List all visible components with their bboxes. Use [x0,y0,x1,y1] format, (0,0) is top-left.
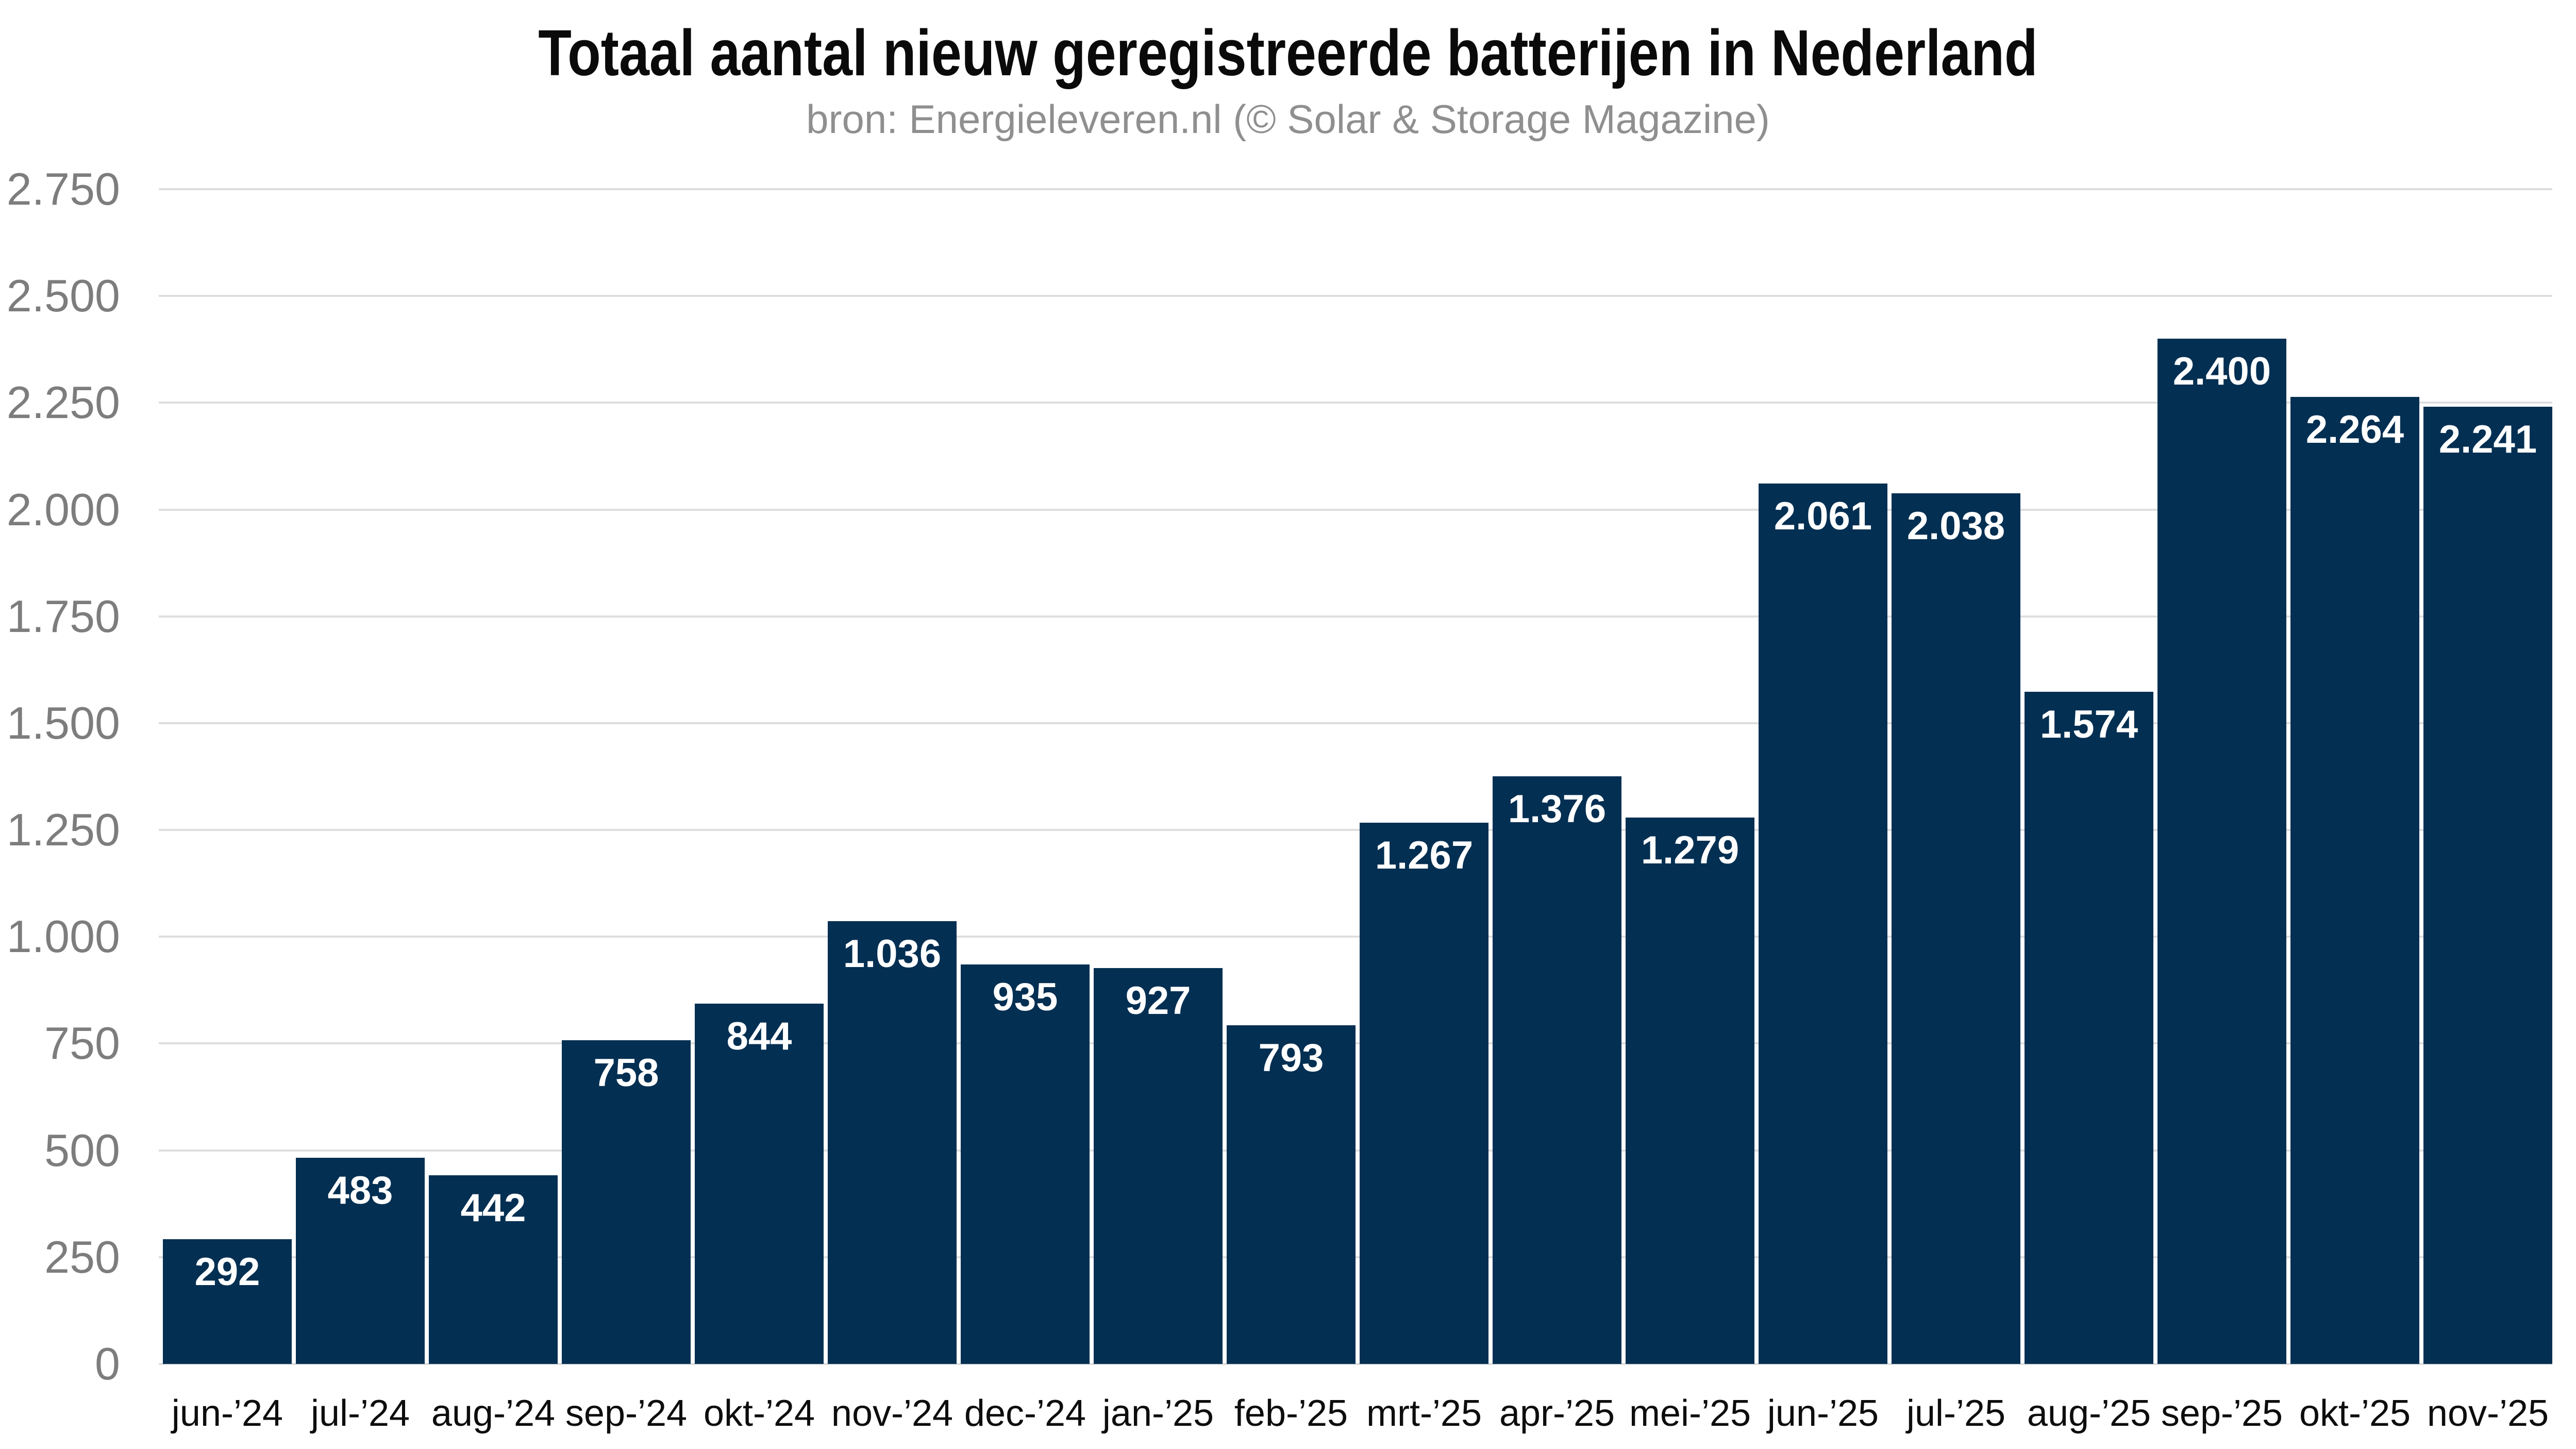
x-axis-label: okt-’25 [2299,1393,2411,1434]
bar-mei-25: 1.279 [1626,818,1754,1364]
y-axis-tick-label: 1.250 [6,804,120,856]
bar-mrt-25: 1.267 [1360,823,1488,1364]
bar-feb-25: 793 [1227,1025,1356,1364]
x-axis-label: feb-’25 [1234,1393,1348,1434]
bar-apr-25: 1.376 [1493,776,1621,1364]
chart-title: Totaal aantal nieuw geregistreerde batte… [538,16,2038,89]
bar-value-label: 2.264 [2305,407,2404,452]
gridline [159,615,2552,618]
bar-nov-25: 2.241 [2423,406,2552,1364]
gridline [159,295,2552,297]
x-axis-label: sep-’24 [565,1393,688,1434]
gridline [159,722,2552,724]
x-axis-label: jun-’25 [1767,1393,1879,1434]
y-axis-tick-label: 1.500 [6,697,120,748]
x-axis-label: jul-’25 [1906,1393,2006,1434]
bar-jun-25: 2.061 [1759,484,1887,1364]
bar-value-label: 935 [992,975,1058,1020]
chart-subtitle: bron: Energieleveren.nl (© Solar & Stora… [806,96,1770,142]
x-axis: jun-’24 jul-’24 aug-’24 sep-’24 okt-’24 nov-’… [163,1387,2552,1441]
x-axis-label: sep-’25 [2161,1393,2283,1434]
y-axis-tick-label: 500 [44,1124,120,1176]
bar-value-label: 844 [726,1014,792,1058]
y-axis-tick-label: 2.000 [6,484,120,535]
gridline [159,1363,2552,1365]
bar-aug-25: 1.574 [2025,691,2153,1364]
bar-value-label: 1.279 [1641,828,1739,873]
y-axis-tick-label: 2.500 [6,270,120,322]
x-axis-label: mei-’25 [1629,1393,1751,1434]
y-axis-tick-label: 250 [44,1231,120,1283]
x-axis-label: jan-’25 [1102,1393,1214,1434]
gridline [159,188,2552,190]
bar-sep-25: 2.400 [2157,339,2286,1364]
bar-okt-25: 2.264 [2290,396,2419,1364]
bar-value-label: 758 [593,1051,659,1095]
bar-value-label: 1.036 [843,932,942,976]
bars-layer: 292 483 442 758 844 1.036 935 927 793 1.267 1.376 1… [163,189,2552,1364]
x-axis-label: dec-’24 [964,1393,1086,1434]
bar-aug-24: 442 [429,1175,558,1364]
bar-jan-25: 927 [1094,968,1223,1364]
plot-area: 292 483 442 758 844 1.036 935 927 793 1.267 1.376 1… [159,188,2552,1365]
bar-value-label: 292 [194,1250,260,1294]
bar-value-label: 1.574 [2039,702,2138,746]
bar-okt-24: 844 [695,1003,824,1364]
x-axis-label: jul-’24 [310,1393,410,1434]
bar-value-label: 793 [1258,1036,1324,1080]
x-axis-label: nov-’24 [831,1393,954,1434]
bar-value-label: 2.241 [2438,417,2537,461]
y-axis-tick-label: 1.750 [6,590,120,642]
gridline [159,936,2552,938]
bar-value-label: 927 [1125,978,1191,1023]
bar-value-label: 2.061 [1774,494,1872,538]
y-axis-tick-label: 1.000 [6,911,120,962]
x-axis-label: nov-’25 [2427,1393,2549,1434]
x-axis-label: jun-’24 [171,1393,283,1434]
bar-jul-25: 2.038 [1892,493,2020,1364]
bar-dec-24: 935 [961,964,1090,1364]
x-axis-label: aug-’24 [431,1393,556,1434]
y-axis-tick-label: 0 [95,1338,120,1389]
x-axis-label: mrt-’25 [1366,1393,1482,1434]
gridline [159,1042,2552,1045]
x-axis-label: apr-’25 [1499,1393,1615,1434]
bar-value-label: 2.400 [2172,349,2271,394]
y-axis-tick-label: 750 [44,1018,120,1069]
bar-nov-24: 1.036 [828,921,957,1364]
bar-jul-24: 483 [296,1157,425,1364]
y-axis-tick-label: 2.750 [6,163,120,214]
gridline [159,508,2552,511]
bar-sep-24: 758 [562,1040,691,1364]
x-axis-label: aug-’25 [2027,1393,2151,1434]
bar-value-label: 442 [460,1186,526,1230]
y-axis-tick-label: 2.250 [6,377,120,428]
gridline [159,829,2552,831]
gridline [159,1256,2552,1258]
bar-value-label: 1.267 [1375,834,1474,878]
y-axis: 0 250 500 750 1.000 1.250 1.500 1.750 2.000 2.250… [0,166,120,1387]
gridline [159,1149,2552,1152]
bar-jun-24: 292 [163,1239,292,1364]
gridline [159,402,2552,404]
bar-value-label: 2.038 [1906,504,2005,548]
bar-value-label: 483 [327,1168,393,1212]
bar-value-label: 1.376 [1508,787,1607,831]
x-axis-label: okt-’24 [703,1393,815,1434]
